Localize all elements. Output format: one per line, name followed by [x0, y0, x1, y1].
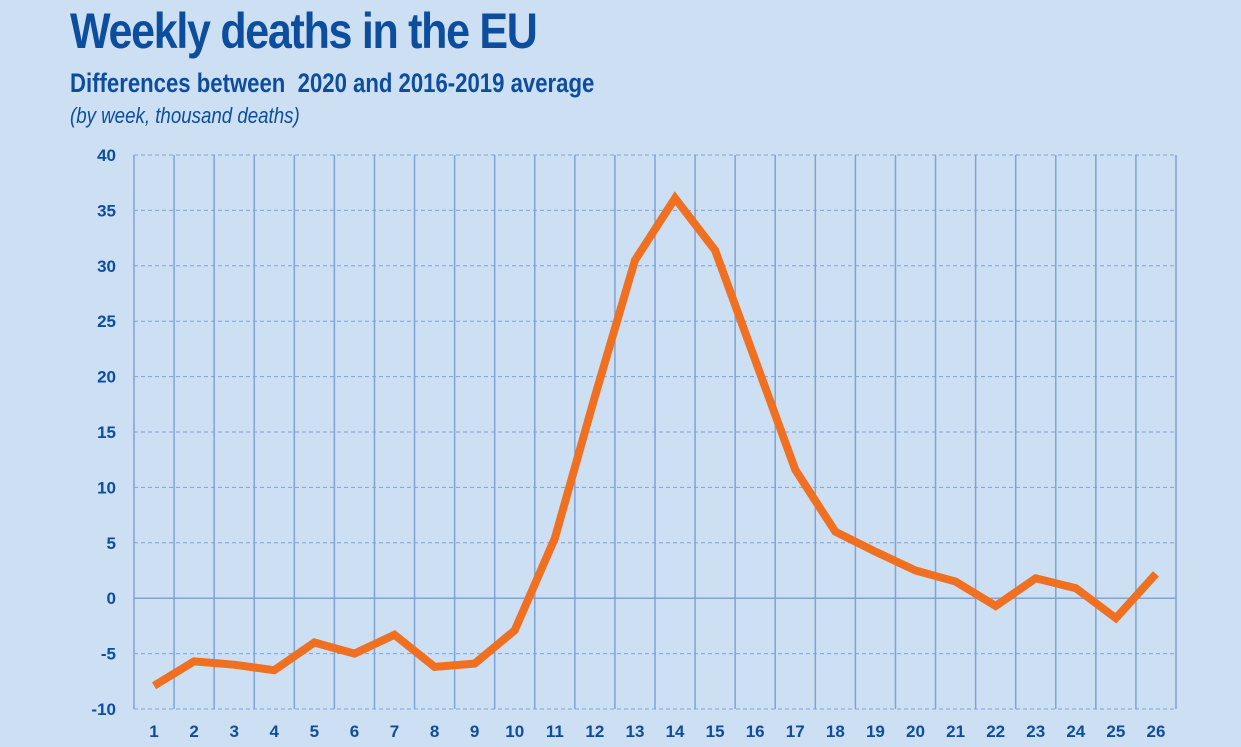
x-tick-label: 10 [505, 722, 524, 741]
y-tick-label: 30 [97, 257, 116, 276]
x-tick-label: 2 [189, 722, 198, 741]
x-tick-label: 17 [786, 722, 805, 741]
x-tick-label: 16 [746, 722, 765, 741]
x-tick-label: 12 [585, 722, 604, 741]
x-tick-label: 5 [310, 722, 319, 741]
x-tick-label: 9 [470, 722, 479, 741]
y-tick-label: 40 [97, 146, 116, 165]
x-tick-label: 20 [906, 722, 925, 741]
x-tick-label: 11 [546, 722, 564, 741]
y-tick-label: 10 [97, 478, 116, 497]
x-tick-label: 3 [229, 722, 238, 741]
series-line [151, 191, 1159, 690]
y-tick-label: 5 [107, 534, 116, 553]
x-tick-label: 23 [1026, 722, 1045, 741]
y-tick-label: 0 [107, 589, 116, 608]
y-tick-label: 35 [97, 201, 116, 220]
y-tick-label: 25 [97, 312, 116, 331]
x-tick-label: 4 [270, 722, 280, 741]
x-tick-label: 1 [149, 722, 158, 741]
x-tick-label: 25 [1106, 722, 1125, 741]
y-tick-label: 20 [97, 368, 116, 387]
x-tick-label: 26 [1147, 722, 1166, 741]
x-tick-label: 22 [986, 722, 1005, 741]
x-tick-label: 8 [430, 722, 439, 741]
x-tick-label: 18 [826, 722, 845, 741]
y-tick-label: 15 [97, 423, 116, 442]
x-tick-label: 19 [866, 722, 885, 741]
x-tick-label: 7 [390, 722, 399, 741]
y-tick-label: -5 [101, 645, 116, 664]
x-tick-label: 15 [706, 722, 725, 741]
chart-unit-note: (by week, thousand deaths) [70, 103, 300, 128]
x-tick-label: 14 [666, 722, 685, 741]
x-tick-label: 6 [350, 722, 359, 741]
chart-subtitle: Differences between 2020 and 2016-2019 a… [70, 68, 595, 98]
x-tick-label: 24 [1066, 722, 1085, 741]
y-tick-label: -10 [91, 700, 116, 719]
x-tick-label: 21 [946, 722, 965, 741]
chart-title: Weekly deaths in the EU [70, 3, 538, 59]
x-tick-label: 13 [626, 722, 645, 741]
